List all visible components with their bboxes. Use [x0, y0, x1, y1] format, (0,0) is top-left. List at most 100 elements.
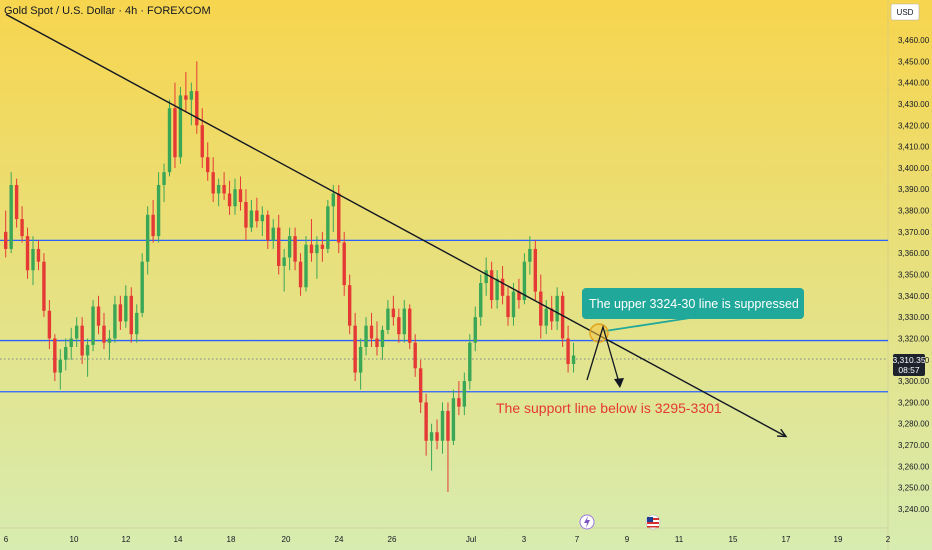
y-tick-label: 3,370.00 [898, 228, 930, 237]
candle-body [347, 285, 352, 326]
x-tick-label: 7 [575, 535, 580, 544]
candle-body [446, 410, 450, 441]
y-tick-label: 3,400.00 [898, 164, 930, 173]
trendline-group [5, 13, 788, 438]
candle-body [96, 306, 101, 326]
candle-body [216, 184, 221, 194]
candle-body [550, 308, 554, 322]
candle-body [560, 295, 565, 339]
candle-body [358, 346, 363, 373]
x-tick-label: 17 [782, 535, 791, 544]
candle-body [413, 342, 417, 369]
candle-body [58, 359, 62, 373]
x-tick-label: 12 [122, 535, 131, 544]
candle-body [162, 172, 166, 185]
y-tick-label: 3,330.00 [898, 313, 930, 322]
x-tick-label: 26 [388, 535, 397, 544]
candle-body [124, 295, 128, 322]
candle-body [227, 193, 232, 207]
candle-body [173, 108, 177, 158]
candle-body [195, 91, 199, 126]
candle-body [517, 291, 521, 301]
y-tick-label: 3,360.00 [898, 249, 930, 258]
candle-body [206, 157, 210, 173]
candle-body [495, 278, 499, 301]
price-tag-box [893, 354, 925, 376]
y-tick-label: 3,390.00 [898, 185, 930, 194]
candle-body [36, 248, 41, 262]
candle-body [156, 184, 161, 237]
trendline-arrowhead [776, 428, 788, 438]
candle-body [364, 325, 368, 347]
candle-body [31, 248, 35, 271]
candle-body [408, 308, 412, 343]
x-tick-label: 20 [282, 535, 291, 544]
candle-body [53, 338, 57, 373]
price-axis: 3,240.00 3,250.00 3,260.00 3,270.00 3,280.00… [898, 36, 930, 514]
candle-body [282, 257, 286, 266]
resistance-callout[interactable]: The upper 3324-30 line is suppressed [582, 288, 804, 343]
candle-body [271, 227, 275, 241]
candle-body [118, 304, 123, 322]
candle-body [266, 214, 270, 241]
candle-body [326, 206, 330, 249]
x-tick-label: 9 [625, 535, 630, 544]
y-tick-label: 3,350.00 [898, 271, 930, 280]
y-tick-label: 3,270.00 [898, 441, 930, 450]
candle-body [107, 338, 112, 343]
y-tick-label: 3,240.00 [898, 505, 930, 514]
candle-body [337, 193, 341, 243]
candle-body [544, 308, 548, 326]
candle-body [189, 91, 194, 100]
currency-button[interactable]: USD [890, 3, 920, 21]
candle-body [342, 242, 346, 286]
candle-body [74, 325, 79, 339]
support-text: The support line below is 3295-3301 [496, 400, 722, 416]
candle-body [424, 402, 428, 441]
y-tick-label: 3,430.00 [898, 100, 930, 109]
candle-body [320, 244, 325, 249]
x-tick-label: Jul [466, 535, 476, 544]
candle-body [435, 432, 439, 441]
x-tick-label: 24 [335, 535, 344, 544]
candle-body [200, 125, 204, 158]
candle-body [309, 244, 314, 254]
candle-body [566, 338, 570, 365]
x-tick-label: 19 [834, 535, 843, 544]
candle-body [69, 338, 73, 347]
candle-body [244, 202, 248, 228]
us-flag-icon[interactable] [645, 514, 661, 530]
candle-body [380, 329, 385, 347]
x-tick-label: 14 [174, 535, 183, 544]
candle-body [140, 261, 144, 313]
y-tick-label: 3,260.00 [898, 462, 930, 471]
candle-body [506, 295, 510, 318]
candle-body [571, 355, 576, 365]
candle-body [113, 304, 117, 339]
y-tick-label: 3,460.00 [898, 36, 930, 45]
y-tick-label: 3,280.00 [898, 420, 930, 429]
y-tick-label: 3,380.00 [898, 207, 930, 216]
candle-body [293, 236, 297, 262]
candle-body [135, 312, 139, 335]
candle-body [287, 236, 292, 258]
candle-body [167, 108, 172, 173]
candle-body [429, 432, 434, 441]
x-tick-label: 18 [227, 535, 236, 544]
candle-body [468, 342, 472, 382]
time-axis: 6 10 12 14 18 20 24 26 Jul 3 7 9 11 15 17 19 2 [4, 535, 891, 544]
chart-title: Gold Spot / U.S. Dollar · 4h · FOREXCOM [4, 5, 211, 17]
candle-body [451, 398, 456, 441]
projection-path [586, 324, 621, 387]
candle-body [397, 317, 401, 335]
trendline[interactable] [5, 13, 787, 438]
candle-body [238, 189, 243, 203]
candle-body [249, 210, 254, 228]
lightning-icon[interactable] [579, 514, 595, 530]
candle-body [102, 325, 106, 343]
callout-box[interactable] [582, 288, 804, 319]
candle-body [375, 338, 379, 347]
candle-body [353, 325, 357, 373]
